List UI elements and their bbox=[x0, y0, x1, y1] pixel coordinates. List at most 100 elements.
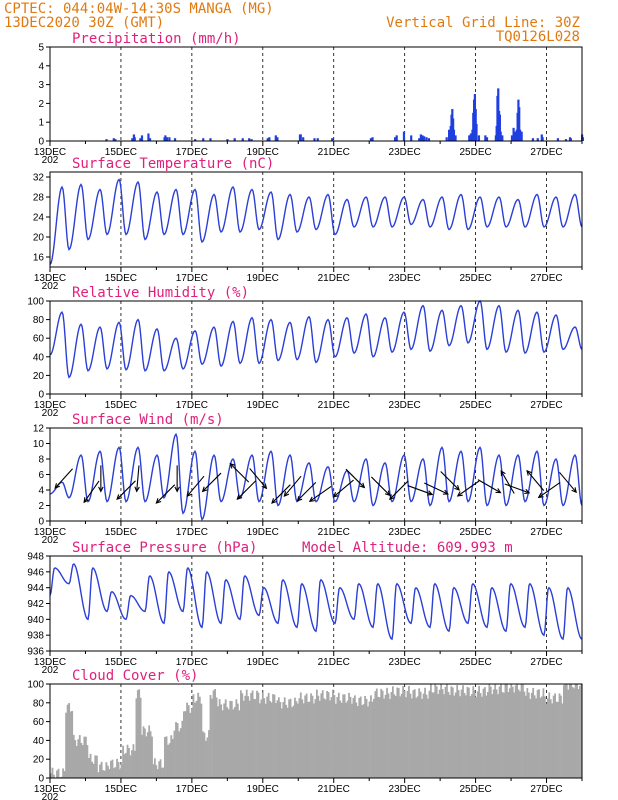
cloud-cover-bar bbox=[146, 732, 149, 778]
cloud-cover-bar bbox=[251, 690, 254, 778]
wind-arrow-head bbox=[524, 488, 531, 495]
precip-bar bbox=[148, 138, 152, 141]
wind-arrow bbox=[283, 475, 302, 497]
precip-bar bbox=[131, 138, 134, 141]
cloud-cover-bar bbox=[132, 744, 135, 778]
precip-bar bbox=[514, 131, 517, 141]
cloud-cover-bar bbox=[337, 692, 340, 778]
cloud-cover-bar bbox=[139, 697, 142, 778]
x-tick-label: 15DEC bbox=[105, 784, 137, 795]
cloud-cover-bar bbox=[179, 728, 182, 778]
wind-arrow-head bbox=[389, 494, 395, 501]
cloud-cover-bar bbox=[283, 697, 286, 778]
wind-arrow bbox=[202, 472, 222, 492]
cloud-cover-bar bbox=[108, 768, 111, 778]
precip-bar bbox=[331, 138, 334, 141]
precip-bar bbox=[268, 137, 271, 141]
cloud-cover-bar bbox=[184, 711, 187, 778]
wind-arrow bbox=[440, 471, 460, 491]
year-label: 202 bbox=[42, 792, 59, 800]
cloud-cover-bar bbox=[348, 692, 350, 778]
cloud-cover-bar bbox=[488, 684, 491, 778]
cloud-cover-bar bbox=[128, 747, 130, 778]
cloud-cover-bar bbox=[131, 750, 133, 778]
panel-5: 0 20 40 60 80 100 13DEC 15DEC 17DEC 19DEC 21DEC 23D… bbox=[27, 668, 583, 800]
cloud-cover-bar bbox=[530, 692, 533, 778]
cloud-cover-bar bbox=[339, 700, 342, 778]
cloud-cover-bar bbox=[60, 776, 63, 778]
y-tick-label: 10 bbox=[33, 439, 45, 450]
y-tick-label: 2 bbox=[38, 99, 44, 110]
x-tick-label: 13DEC bbox=[34, 400, 66, 411]
cloud-cover-bar bbox=[527, 692, 530, 778]
x-tick-label: 23DEC bbox=[389, 147, 421, 158]
cloud-cover-bar bbox=[94, 755, 97, 778]
x-tick-label: 13DEC bbox=[34, 657, 66, 668]
panel-title: Surface Wind (m/s) bbox=[72, 412, 224, 428]
cloud-cover-bar bbox=[346, 700, 349, 778]
cloud-cover-bar bbox=[432, 692, 435, 778]
x-tick-label: 19DEC bbox=[247, 147, 279, 158]
cloud-cover-bar bbox=[317, 695, 320, 778]
wind-arrow bbox=[345, 468, 365, 488]
x-tick-label: 23DEC bbox=[389, 527, 421, 538]
precip-bar bbox=[266, 138, 269, 141]
cloud-cover-bar bbox=[434, 684, 437, 778]
precip-bar bbox=[569, 138, 572, 141]
cloud-cover-bar bbox=[129, 755, 132, 778]
x-tick-label: 15DEC bbox=[105, 147, 137, 158]
cloud-cover-bar bbox=[195, 700, 198, 778]
cloud-cover-bar bbox=[279, 702, 282, 778]
cloud-cover-bar bbox=[295, 701, 298, 778]
x-tick-label: 17DEC bbox=[176, 273, 208, 284]
cloud-cover-bar bbox=[453, 695, 456, 778]
cloud-cover-bar bbox=[215, 697, 218, 778]
cloud-cover-bar bbox=[340, 702, 343, 778]
precip-bar bbox=[419, 134, 422, 141]
cloud-cover-bar bbox=[167, 744, 170, 778]
cloud-cover-bar bbox=[522, 684, 524, 778]
x-tick-label: 25DEC bbox=[459, 527, 491, 538]
cloud-cover-bar bbox=[557, 701, 559, 778]
cloud-cover-bar bbox=[520, 684, 523, 778]
cloud-cover-bar bbox=[460, 689, 463, 778]
cloud-cover-bar bbox=[451, 687, 454, 778]
cloud-cover-bar bbox=[579, 685, 581, 778]
wind-arrow bbox=[407, 485, 433, 495]
cloud-cover-bar bbox=[194, 702, 196, 778]
cloud-cover-bar bbox=[358, 697, 361, 778]
cloud-cover-bar bbox=[469, 696, 472, 778]
cloud-cover-bar bbox=[546, 698, 549, 778]
wind-arrow-head bbox=[201, 486, 208, 493]
y-tick-label: 948 bbox=[27, 552, 44, 563]
cloud-cover-bar bbox=[242, 700, 245, 778]
precip-bar bbox=[316, 138, 319, 141]
cloud-cover-bar bbox=[545, 703, 548, 778]
cloud-cover-bar bbox=[302, 703, 305, 778]
panel-frame bbox=[49, 46, 583, 142]
cloud-cover-bar bbox=[361, 705, 364, 778]
precip-bar bbox=[520, 131, 523, 141]
cloud-cover-bar bbox=[272, 694, 274, 778]
cloud-cover-bar bbox=[119, 769, 121, 778]
year-label: 202 bbox=[42, 155, 59, 166]
x-tick-label: 25DEC bbox=[459, 784, 491, 795]
cloud-cover-bar bbox=[504, 684, 507, 778]
cloud-cover-bar bbox=[463, 692, 466, 778]
wind-arrow-head bbox=[174, 486, 180, 493]
cloud-cover-bar bbox=[176, 723, 179, 778]
cloud-cover-bar bbox=[50, 773, 52, 778]
cloud-cover-bar bbox=[230, 701, 233, 778]
wind-arrow-head bbox=[526, 469, 532, 476]
cloud-cover-bar bbox=[161, 767, 163, 778]
cloud-cover-bar bbox=[568, 684, 571, 778]
cloud-cover-bar bbox=[266, 696, 269, 778]
precip-bar bbox=[510, 135, 514, 141]
y-tick-label: 100 bbox=[27, 297, 44, 308]
precip-bar bbox=[448, 129, 451, 141]
wind-arrow-head bbox=[495, 488, 502, 494]
cloud-cover-bar bbox=[351, 703, 353, 778]
cloud-cover-bar bbox=[305, 693, 308, 778]
cloud-cover-bar bbox=[208, 730, 210, 778]
cloud-cover-bar bbox=[399, 696, 402, 778]
